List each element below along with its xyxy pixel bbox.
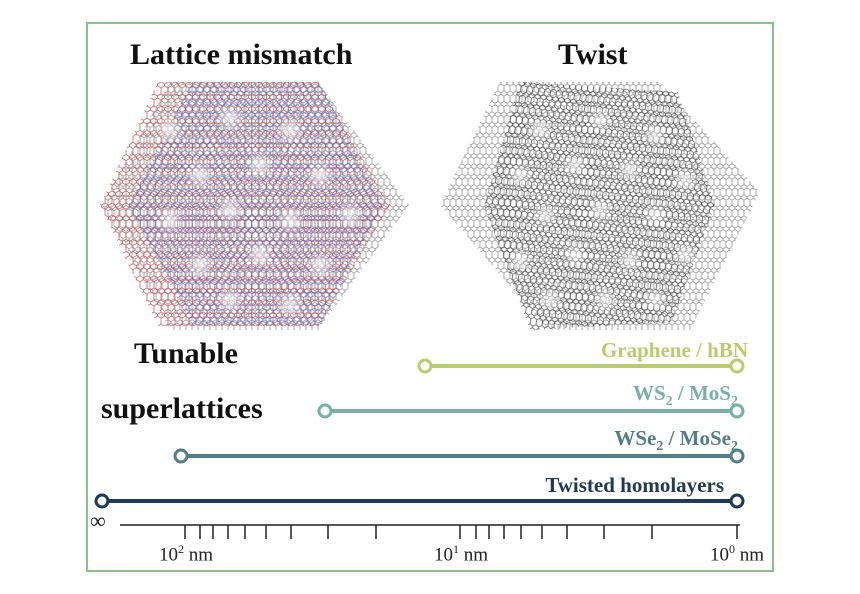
tunable-title: Tunable <box>134 337 238 370</box>
figure-frame <box>86 22 774 572</box>
range-bar-graphene-hbn <box>417 358 745 374</box>
twist-illustration <box>440 82 760 330</box>
tick-label-1e0: 100 nm <box>710 542 765 566</box>
range-bar-wse2-mose2 <box>173 448 745 464</box>
label-wse2-mose2: WSe2 / MoSe2 <box>614 426 738 455</box>
range-bar-ws2-mos2 <box>317 403 745 419</box>
range-bar-twisted-homolayers <box>94 493 745 509</box>
label-ws2-mos2: WS2 / MoS2 <box>632 381 738 410</box>
tick-label-1e2: 102 nm <box>159 542 214 566</box>
lattice-mismatch-illustration <box>100 82 409 330</box>
axis-infinity-label: ∞ <box>90 508 106 533</box>
superlattices-title: superlattices <box>101 392 263 425</box>
log-axis <box>120 524 740 539</box>
twist-title: Twist <box>558 38 628 71</box>
lattice-mismatch-title: Lattice mismatch <box>130 38 353 71</box>
label-graphene-hbn: Graphene / hBN <box>600 338 748 362</box>
label-twisted-homolayers: Twisted homolayers <box>545 473 724 497</box>
tick-label-1e1: 101 nm <box>434 542 489 566</box>
